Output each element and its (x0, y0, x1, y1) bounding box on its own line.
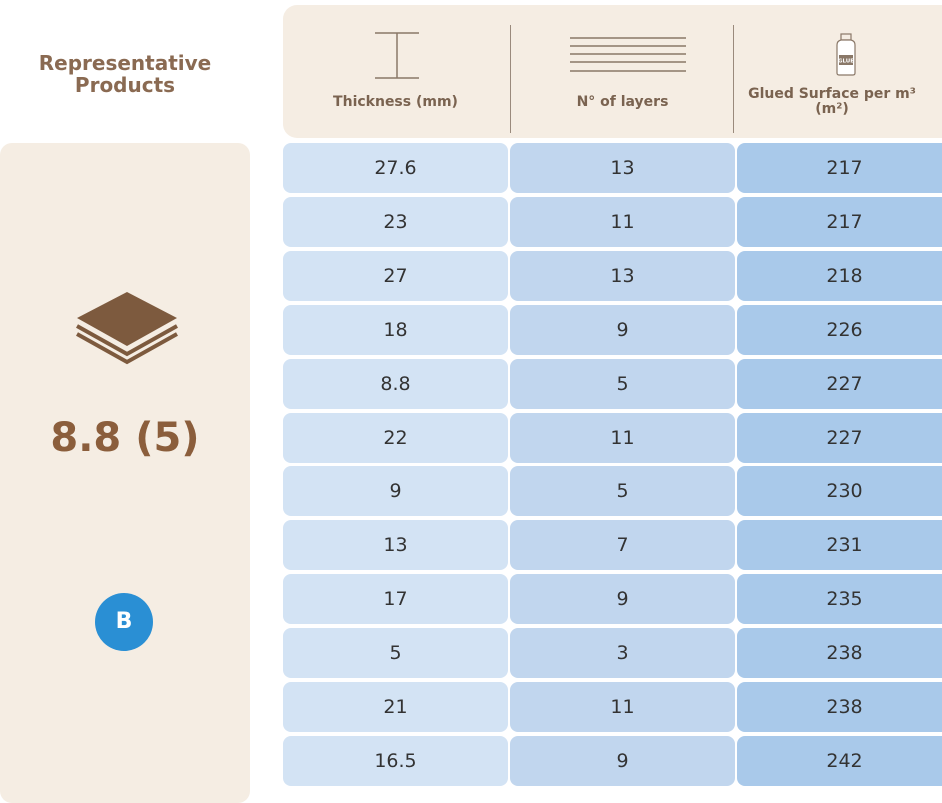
table-cell: 238 (737, 682, 942, 732)
table-cell: 5 (510, 466, 735, 517)
table-cell: 227 (737, 358, 942, 409)
table-cell: 11 (510, 682, 735, 732)
separator (510, 25, 511, 133)
table-cell: 8.8 (283, 358, 508, 409)
table-cell: 3 (510, 628, 735, 679)
table-cell: 11 (510, 412, 735, 463)
table-cell: 13 (283, 520, 508, 571)
table-cell: 218 (737, 250, 942, 301)
table-cell: 9 (510, 574, 735, 625)
table-cell: 13 (510, 250, 735, 301)
layers-icon (570, 37, 686, 72)
table-cell: 235 (737, 574, 942, 625)
column-label: Glued Surface per m³ (m²) (748, 86, 916, 117)
table-cell: 27 (283, 250, 508, 301)
table-cell: 217 (737, 143, 942, 193)
table-cell: 7 (510, 520, 735, 571)
table-cell: 238 (737, 628, 942, 679)
table-cell: 227 (737, 412, 942, 463)
table-cell: 22 (283, 412, 508, 463)
table-cell: 18 (283, 304, 508, 355)
table-cell: 5 (283, 628, 508, 679)
product-badge: B (95, 593, 153, 651)
glue-icon-text: GLUE (838, 59, 854, 65)
table-cell: 231 (737, 520, 942, 571)
table-cell: 226 (737, 304, 942, 355)
glue-icon: GLUE (836, 33, 856, 76)
product-panel (0, 143, 250, 803)
product-label: 8.8 (5) (50, 415, 200, 461)
table-cell: 13 (510, 143, 735, 193)
table-header: GLUE Thickness (mm) N° of layers Glued Sur… (283, 5, 942, 138)
thickness-icon (375, 32, 419, 79)
table-cell: 17 (283, 574, 508, 625)
separator (733, 25, 734, 133)
table-cell: 5 (510, 358, 735, 409)
table-cell: 11 (510, 196, 735, 247)
table-cell: 217 (737, 196, 942, 247)
table-cell: 21 (283, 682, 508, 732)
table-cell: 9 (283, 466, 508, 517)
table-cell: 242 (737, 735, 942, 786)
column-label: N° of layers (576, 94, 669, 110)
table-cell: 9 (510, 735, 735, 786)
table-cell: 230 (737, 466, 942, 517)
stack-icon (76, 292, 178, 365)
column-label: Thickness (mm) (333, 94, 458, 110)
header-title: Representative Products (38, 51, 212, 97)
table-cell: 23 (283, 196, 508, 247)
table-cell: 9 (510, 304, 735, 355)
table-cell: 27.6 (283, 143, 508, 193)
table-cell: 16.5 (283, 735, 508, 786)
